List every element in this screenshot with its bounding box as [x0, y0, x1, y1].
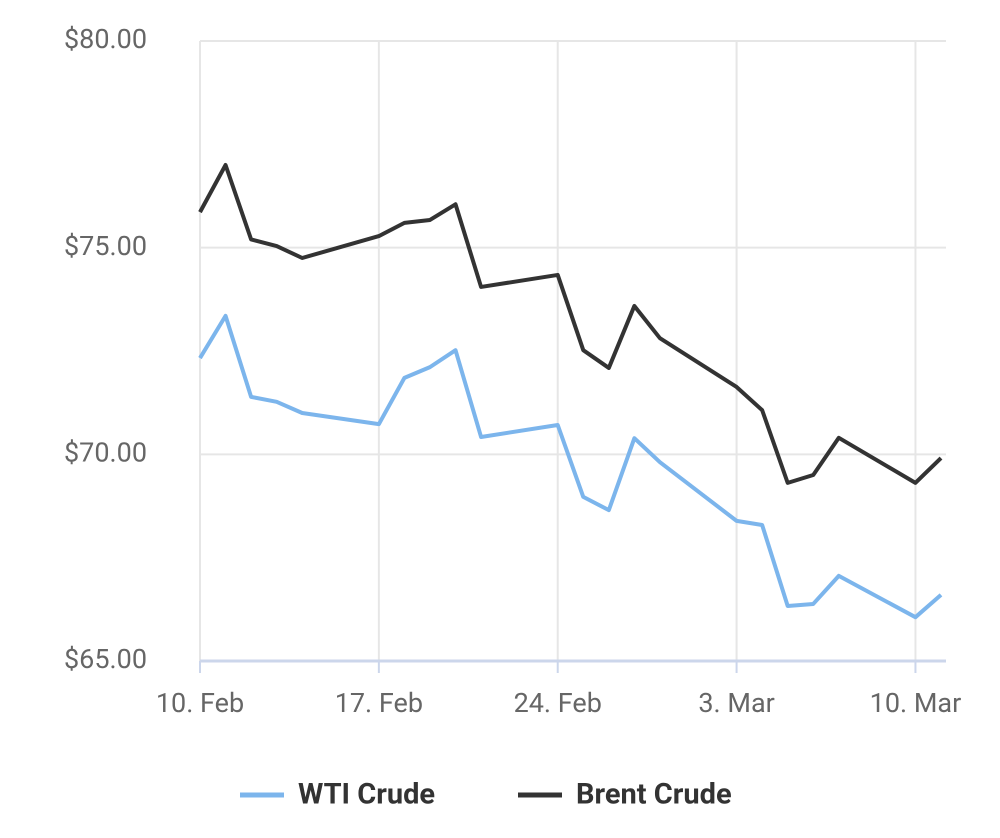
y-tick-label: $75.00 [64, 230, 147, 262]
x-tick-label: 3. Mar [698, 687, 774, 719]
series-line [198, 163, 943, 485]
y-tick-label: $65.00 [64, 643, 147, 675]
x-tick-label: 10. Feb [156, 687, 244, 719]
y-tick-label: $80.00 [64, 23, 147, 55]
legend-item: Brent Crude [518, 778, 732, 812]
x-tick-label: 10. Mar [870, 687, 962, 719]
y-tick-label: $70.00 [64, 436, 147, 468]
legend-item: WTI Crude [240, 778, 435, 812]
legend-label: Brent Crude [576, 778, 732, 812]
x-tick-label: 17. Feb [335, 687, 423, 719]
series-line [198, 313, 943, 620]
x-tick-label: 24. Feb [514, 687, 602, 719]
legend-label: WTI Crude [298, 778, 435, 812]
